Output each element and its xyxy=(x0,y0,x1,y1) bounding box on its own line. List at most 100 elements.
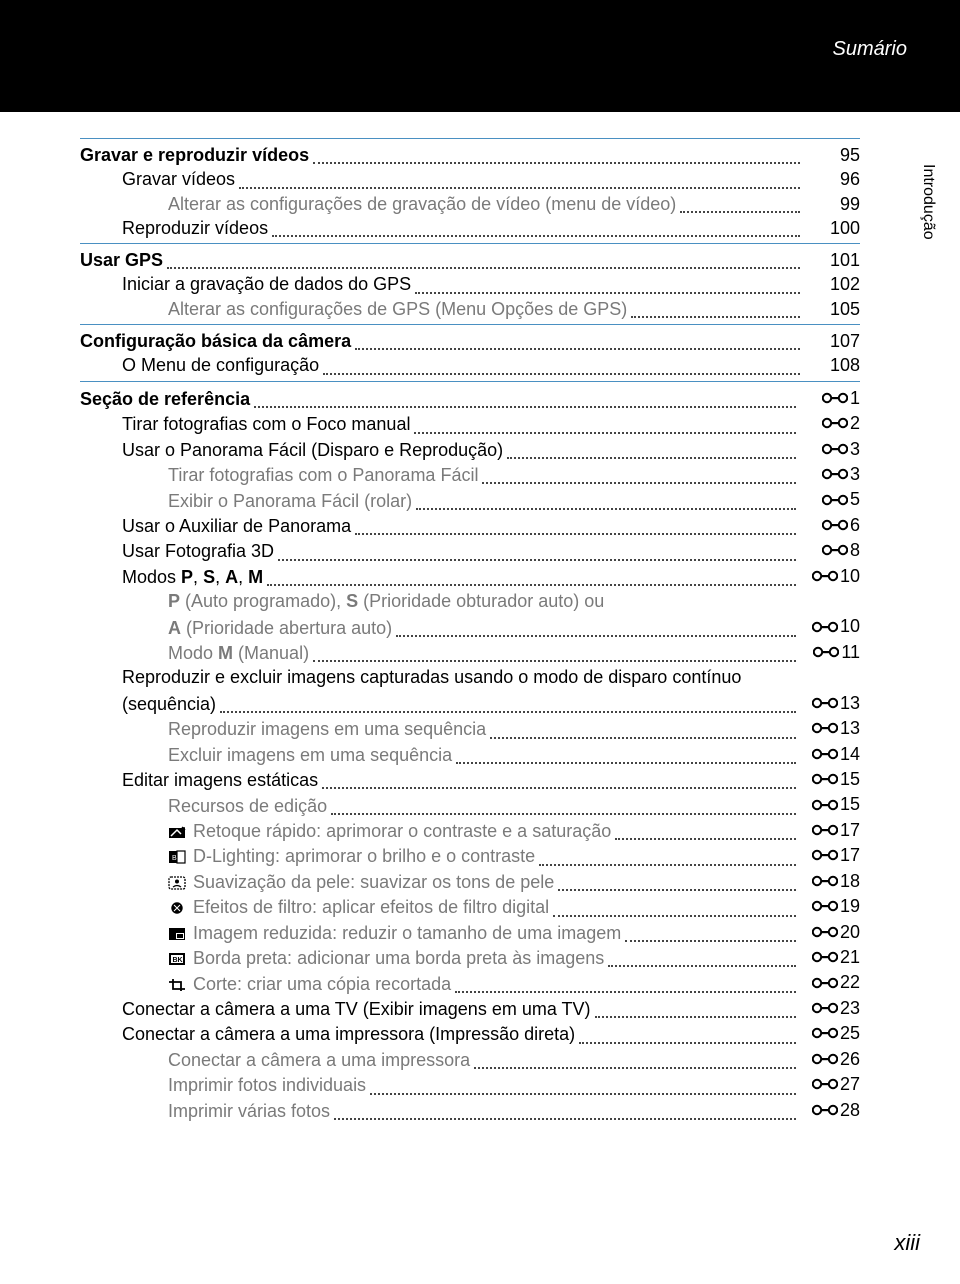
toc-entry: Modo M (Manual)11 xyxy=(80,640,860,665)
toc-label: Alterar as configurações de gravação de … xyxy=(168,192,676,216)
toc-entry: Efeitos de filtro: aplicar efeitos de fi… xyxy=(80,894,860,919)
toc-ref-page: 3 xyxy=(800,437,860,461)
toc-page: 105 xyxy=(804,297,860,321)
reference-icon xyxy=(822,442,848,456)
toc-page: 100 xyxy=(804,216,860,240)
toc-ref-page: 8 xyxy=(800,538,860,562)
reference-icon xyxy=(812,899,838,913)
leader-dots xyxy=(355,517,796,535)
toc-label: Configuração básica da câmera xyxy=(80,329,351,353)
toc-label: Reproduzir vídeos xyxy=(122,216,268,240)
reference-icon xyxy=(822,416,848,430)
reference-icon xyxy=(822,543,848,557)
toc-page: 101 xyxy=(804,248,860,272)
toc-label: Usar o Auxiliar de Panorama xyxy=(122,514,351,538)
toc-entry: Reproduzir vídeos 100 xyxy=(80,216,860,240)
toc-label: Reproduzir e excluir imagens capturadas … xyxy=(122,665,860,689)
leader-dots xyxy=(455,975,796,993)
toc-ref-page: 19 xyxy=(800,894,860,918)
toc-ref-page: 27 xyxy=(800,1072,860,1096)
leader-dots xyxy=(482,466,796,484)
leader-dots xyxy=(323,357,800,375)
toc-label: Seção de referência xyxy=(80,387,250,411)
toc-entry: Seção de referência1 xyxy=(80,381,860,411)
resize-icon xyxy=(168,927,186,941)
toc-label: B D-Lighting: aprimorar o brilho e o con… xyxy=(168,844,535,868)
toc-label: Conectar a câmera a uma TV (Exibir image… xyxy=(122,997,591,1021)
toc-label: Imagem reduzida: reduzir o tamanho de um… xyxy=(168,921,621,945)
skin-icon xyxy=(168,876,186,890)
leader-dots xyxy=(254,390,796,408)
leader-dots xyxy=(608,949,796,967)
reference-icon xyxy=(812,1077,838,1091)
svg-text:B: B xyxy=(172,855,177,862)
toc-label-cont: A (Prioridade abertura auto) xyxy=(168,616,392,640)
crop-icon xyxy=(168,978,186,992)
toc-label: Usar o Panorama Fácil (Disparo e Reprodu… xyxy=(122,438,503,462)
toc-ref-page: 10 xyxy=(800,614,860,638)
toc-ref-page: 15 xyxy=(800,792,860,816)
reference-icon xyxy=(812,1052,838,1066)
toc-ref-page: 28 xyxy=(800,1098,860,1122)
page-number: xiii xyxy=(894,1230,920,1256)
reference-icon xyxy=(812,976,838,990)
reference-icon xyxy=(822,518,848,532)
toc-label: Suavização da pele: suavizar os tons de … xyxy=(168,870,554,894)
toc-ref-page: 3 xyxy=(800,462,860,486)
leader-dots xyxy=(579,1026,796,1044)
toc-entry: Tirar fotografias com o Foco manual2 xyxy=(80,411,860,436)
toc-entry: Retoque rápido: aprimorar o contraste e … xyxy=(80,818,860,843)
toc-entry: Usar Fotografia 3D8 xyxy=(80,538,860,563)
toc-entry: Recursos de edição 15 xyxy=(80,792,860,817)
toc-label-cont: (sequência) xyxy=(122,692,216,716)
leader-dots xyxy=(615,822,796,840)
leader-dots xyxy=(313,644,796,662)
toc-page: 96 xyxy=(804,167,860,191)
leader-dots xyxy=(220,695,796,713)
leader-dots xyxy=(625,924,796,942)
leader-dots xyxy=(456,746,796,764)
leader-dots xyxy=(355,332,800,350)
toc-entry: Alterar as configurações de GPS (Menu Op… xyxy=(80,297,860,321)
leader-dots xyxy=(507,441,796,459)
toc-ref-page: 15 xyxy=(800,767,860,791)
toc-container: Gravar e reproduzir vídeos95Gravar vídeo… xyxy=(80,135,860,1123)
reference-icon xyxy=(812,772,838,786)
svg-text:BK: BK xyxy=(173,957,183,964)
toc-ref-page: 2 xyxy=(800,411,860,435)
leader-dots xyxy=(680,195,800,213)
toc-entry: P (Auto programado), S (Prioridade obtur… xyxy=(80,589,860,640)
leader-dots xyxy=(267,568,796,586)
toc-page: 95 xyxy=(804,143,860,167)
toc-entry: Usar o Auxiliar de Panorama6 xyxy=(80,513,860,538)
toc-label: Editar imagens estáticas xyxy=(122,768,318,792)
toc-ref-page: 17 xyxy=(800,818,860,842)
toc-label: Modos P, S, A, M xyxy=(122,565,263,589)
toc-label: Exibir o Panorama Fácil (rolar) xyxy=(168,489,412,513)
reference-icon xyxy=(812,798,838,812)
toc-label: Usar GPS xyxy=(80,248,163,272)
reference-icon xyxy=(812,696,838,710)
leader-dots xyxy=(322,771,796,789)
leader-dots xyxy=(278,543,796,561)
toc-ref-page: 20 xyxy=(800,920,860,944)
toc-label: Recursos de edição xyxy=(168,794,327,818)
reference-icon xyxy=(812,823,838,837)
reference-icon xyxy=(812,620,838,634)
toc-entry: Tirar fotografias com o Panorama Fácil 3 xyxy=(80,462,860,487)
toc-ref-page: 18 xyxy=(800,869,860,893)
toc-entry: B D-Lighting: aprimorar o brilho e o con… xyxy=(80,843,860,868)
toc-label: O Menu de configuração xyxy=(122,353,319,377)
toc-label: Tirar fotografias com o Panorama Fácil xyxy=(168,463,478,487)
toc-entry: Conectar a câmera a uma TV (Exibir image… xyxy=(80,996,860,1021)
toc-label: Retoque rápido: aprimorar o contraste e … xyxy=(168,819,611,843)
toc-ref-page: 23 xyxy=(800,996,860,1020)
reference-icon xyxy=(812,721,838,735)
toc-label: Excluir imagens em uma sequência xyxy=(168,743,452,767)
header-bar: Sumário xyxy=(0,0,960,112)
leader-dots xyxy=(396,619,796,637)
toc-entry: Imprimir várias fotos28 xyxy=(80,1098,860,1123)
toc-label: Conectar a câmera a uma impressora (Impr… xyxy=(122,1022,575,1046)
toc-ref-page: 21 xyxy=(800,945,860,969)
toc-entry: Editar imagens estáticas 15 xyxy=(80,767,860,792)
